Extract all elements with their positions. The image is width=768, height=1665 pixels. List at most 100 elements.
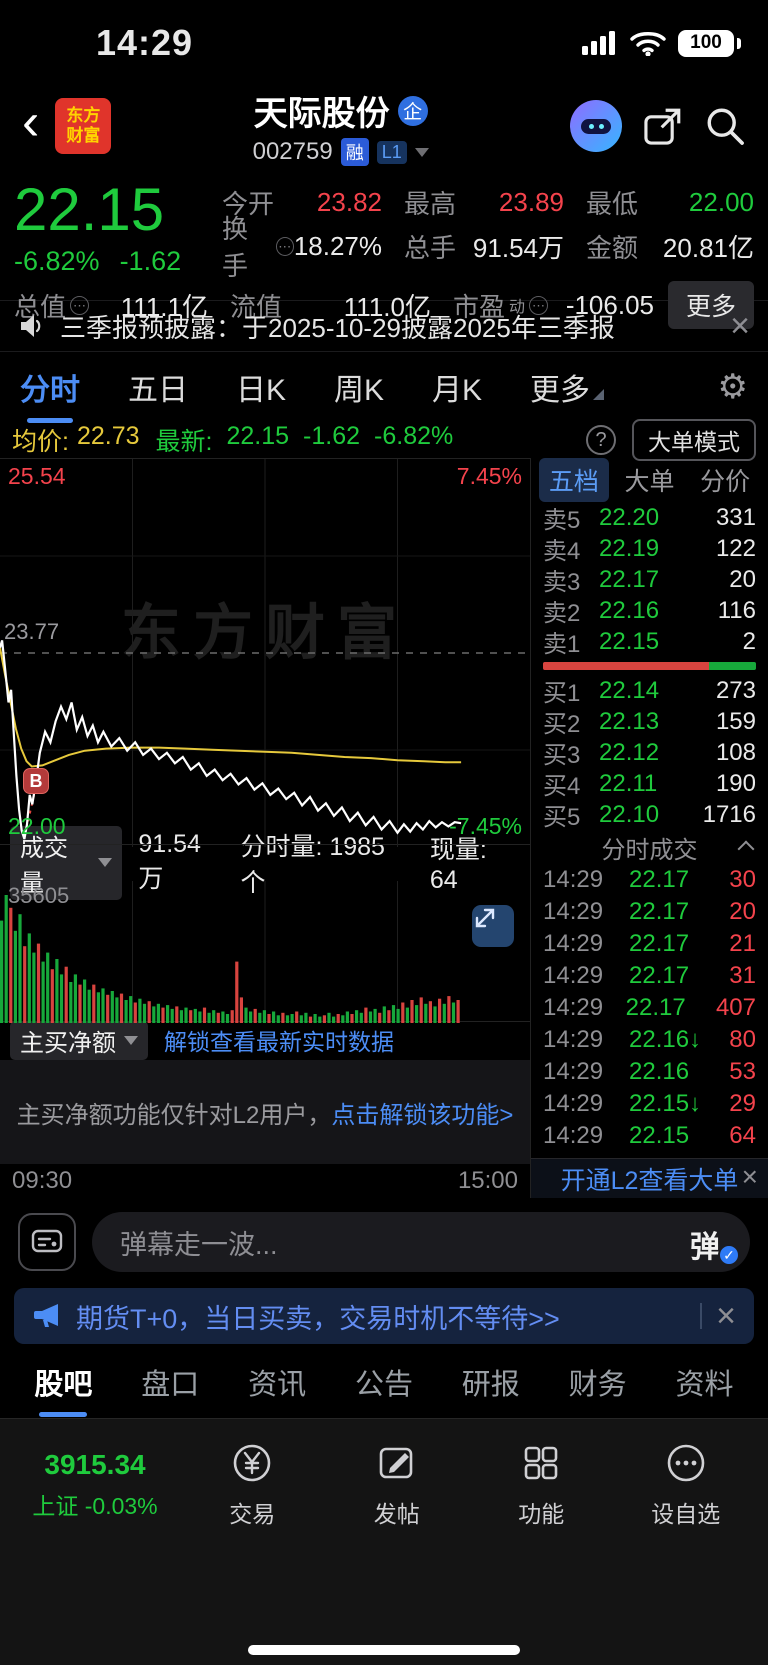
trade-row: 14:29 22.17 20 bbox=[531, 896, 768, 928]
level-qty: 1716 bbox=[702, 800, 756, 828]
amount-label: 金额 bbox=[586, 232, 639, 263]
more-button[interactable]: 更多 bbox=[668, 281, 755, 329]
order-tab-分价[interactable]: 分价 bbox=[700, 468, 751, 496]
big-order-mode-button[interactable]: 大单模式 bbox=[632, 419, 756, 461]
intraday-chart[interactable]: 东方财富 25.54 7.45% 22.00 -7.45% 23.77 B bbox=[0, 458, 530, 847]
prev-close-label: 23.77 bbox=[4, 619, 60, 644]
close-icon[interactable]: × bbox=[741, 1161, 758, 1192]
grid-icon bbox=[524, 1446, 558, 1480]
unlock-link[interactable]: 解锁查看最新实时数据 bbox=[164, 1029, 394, 1056]
section-tab-研报[interactable]: 研报 bbox=[461, 1369, 520, 1401]
axis-start: 09:30 bbox=[12, 1167, 73, 1195]
volume-chart[interactable]: 35605 bbox=[0, 880, 530, 1023]
comment-bar: 弹幕走一波... 弹 ✓ bbox=[0, 1198, 768, 1286]
axis-end: 15:00 bbox=[457, 1167, 518, 1195]
nav-item-functions[interactable]: 功能 bbox=[469, 1441, 614, 1529]
section-tab-公告[interactable]: 公告 bbox=[354, 1369, 413, 1401]
trade-list[interactable]: 14:29 22.17 30 14:29 22.17 20 14:29 22.17 21 14:2… bbox=[531, 864, 768, 1152]
trade-price: 22.16 bbox=[629, 1058, 690, 1085]
section-tab-资讯[interactable]: 资讯 bbox=[248, 1369, 307, 1401]
order-book-panel: 五档 大单 分价 卖5 22.20 331 卖4 22.19 122 卖3 22.17 20 卖2 22… bbox=[530, 458, 768, 1198]
trade-price: 22.16↓ bbox=[629, 1026, 702, 1053]
order-tab-大单[interactable]: 大单 bbox=[624, 468, 675, 496]
nav-item-watchlist[interactable]: 设自选 bbox=[614, 1441, 759, 1529]
search-icon[interactable] bbox=[704, 105, 746, 147]
gear-icon[interactable]: ⚙ bbox=[717, 368, 748, 406]
sell-row[interactable]: 卖5 22.20 331 bbox=[531, 502, 768, 535]
float-cap-label: 流值 bbox=[230, 291, 283, 322]
signal-icon bbox=[582, 30, 615, 55]
nav-item-trade[interactable]: 交易 bbox=[180, 1441, 325, 1529]
l2-upsell-bar[interactable]: 开通L2查看大单 × bbox=[531, 1158, 768, 1198]
tab-日K[interactable]: 日K bbox=[236, 374, 287, 407]
buy-marker[interactable]: B bbox=[23, 768, 50, 795]
buy-row[interactable]: 买5 22.10 1716 bbox=[531, 799, 768, 832]
section-tab-盘口[interactable]: 盘口 bbox=[141, 1369, 200, 1401]
trade-row: 14:29 22.17 407 bbox=[531, 992, 768, 1024]
close-icon[interactable]: × bbox=[730, 307, 750, 345]
danmu-toggle[interactable]: 弹 ✓ bbox=[690, 1222, 740, 1266]
trades-header[interactable]: 分时成交 bbox=[531, 830, 768, 864]
trade-time: 14:29 bbox=[543, 1122, 604, 1149]
net-buy-header: 主买净额 解锁查看最新实时数据 bbox=[0, 1020, 530, 1060]
level-qty: 273 bbox=[715, 676, 756, 704]
info-icon[interactable]: ⋯ bbox=[70, 295, 90, 315]
trade-qty: 407 bbox=[715, 994, 756, 1021]
expand-chart-button[interactable] bbox=[472, 904, 514, 947]
index-value: 3915.34 bbox=[44, 1449, 146, 1480]
level-badge[interactable]: L1 bbox=[376, 140, 407, 164]
danmu-list-icon[interactable] bbox=[18, 1213, 76, 1271]
index-quote[interactable]: 3915.34 上证 -0.03% bbox=[10, 1441, 180, 1521]
l2-link[interactable]: 开通L2查看大单 bbox=[560, 1166, 739, 1195]
buy-row[interactable]: 买1 22.14 273 bbox=[531, 675, 768, 708]
header-title-block: 天际股份 企 002759 融 L1 bbox=[127, 86, 554, 166]
current-volume: 现量: 64 bbox=[429, 836, 487, 895]
chart-max-label: 25.54 bbox=[8, 463, 66, 489]
tab-分时[interactable]: 分时 bbox=[20, 359, 80, 415]
chart-max-pct: 7.45% bbox=[456, 463, 522, 489]
open-label: 今开 bbox=[222, 188, 275, 219]
help-icon[interactable]: ? bbox=[586, 425, 616, 455]
collapse-icon[interactable] bbox=[737, 840, 755, 858]
section-tab-股吧[interactable]: 股吧 bbox=[34, 1353, 92, 1411]
nav-item-post[interactable]: 发帖 bbox=[325, 1441, 470, 1529]
volume-selector[interactable]: 成交量 bbox=[10, 825, 123, 900]
level-price: 22.14 bbox=[599, 676, 660, 704]
ad-banner[interactable]: 期货T+0，当日买卖，交易时机不等待>> × bbox=[14, 1288, 754, 1344]
home-indicator[interactable] bbox=[248, 1645, 520, 1655]
buy-row[interactable]: 买2 22.13 159 bbox=[531, 706, 768, 739]
order-tab-五档[interactable]: 五档 bbox=[539, 458, 609, 502]
buy-row[interactable]: 买3 22.12 108 bbox=[531, 737, 768, 770]
sell-row[interactable]: 卖1 22.15 2 bbox=[531, 626, 768, 659]
tab-五日[interactable]: 五日 bbox=[128, 374, 188, 407]
sell-row[interactable]: 卖2 22.16 116 bbox=[531, 595, 768, 628]
level-label: 卖2 bbox=[543, 600, 581, 627]
share-icon[interactable] bbox=[642, 105, 684, 147]
assistant-avatar[interactable] bbox=[570, 100, 622, 152]
tab-更多[interactable]: 更多 bbox=[530, 359, 605, 415]
enterprise-badge[interactable]: 企 bbox=[397, 95, 428, 126]
margin-badge[interactable]: 融 bbox=[340, 138, 369, 166]
close-icon[interactable]: × bbox=[716, 1297, 736, 1335]
unlock-feature-link[interactable]: 点击解锁该功能> bbox=[331, 1101, 514, 1129]
buy-row[interactable]: 买4 22.11 190 bbox=[531, 768, 768, 801]
eastmoney-logo[interactable]: 东方 财富 bbox=[55, 98, 112, 154]
comment-input[interactable]: 弹幕走一波... 弹 ✓ bbox=[92, 1212, 750, 1272]
section-tab-财务[interactable]: 财务 bbox=[568, 1369, 627, 1401]
announcement-bar[interactable]: 三季报预披露：于2025-10-29披露2025年三季报 × bbox=[0, 300, 768, 352]
trade-price: 22.17 bbox=[629, 930, 690, 957]
info-icon[interactable]: ⋯ bbox=[529, 295, 549, 315]
back-button[interactable]: ‹ bbox=[22, 93, 40, 151]
info-icon[interactable]: ⋯ bbox=[275, 236, 294, 256]
level-price: 22.10 bbox=[599, 800, 660, 828]
ad-text[interactable]: 期货T+0，当日买卖，交易时机不等待>> bbox=[76, 1303, 560, 1334]
trade-price: 22.17 bbox=[625, 994, 686, 1021]
tab-周K[interactable]: 周K bbox=[334, 374, 385, 407]
section-tab-资料[interactable]: 资料 bbox=[675, 1369, 734, 1401]
net-buy-selector[interactable]: 主买净额 bbox=[10, 1020, 148, 1060]
sell-row[interactable]: 卖3 22.17 20 bbox=[531, 564, 768, 597]
announcement-text[interactable]: 三季报预披露：于2025-10-29披露2025年三季报 bbox=[60, 312, 615, 343]
sell-row[interactable]: 卖4 22.19 122 bbox=[531, 533, 768, 566]
tab-月K[interactable]: 月K bbox=[432, 374, 483, 407]
chevron-down-icon[interactable] bbox=[414, 147, 429, 157]
